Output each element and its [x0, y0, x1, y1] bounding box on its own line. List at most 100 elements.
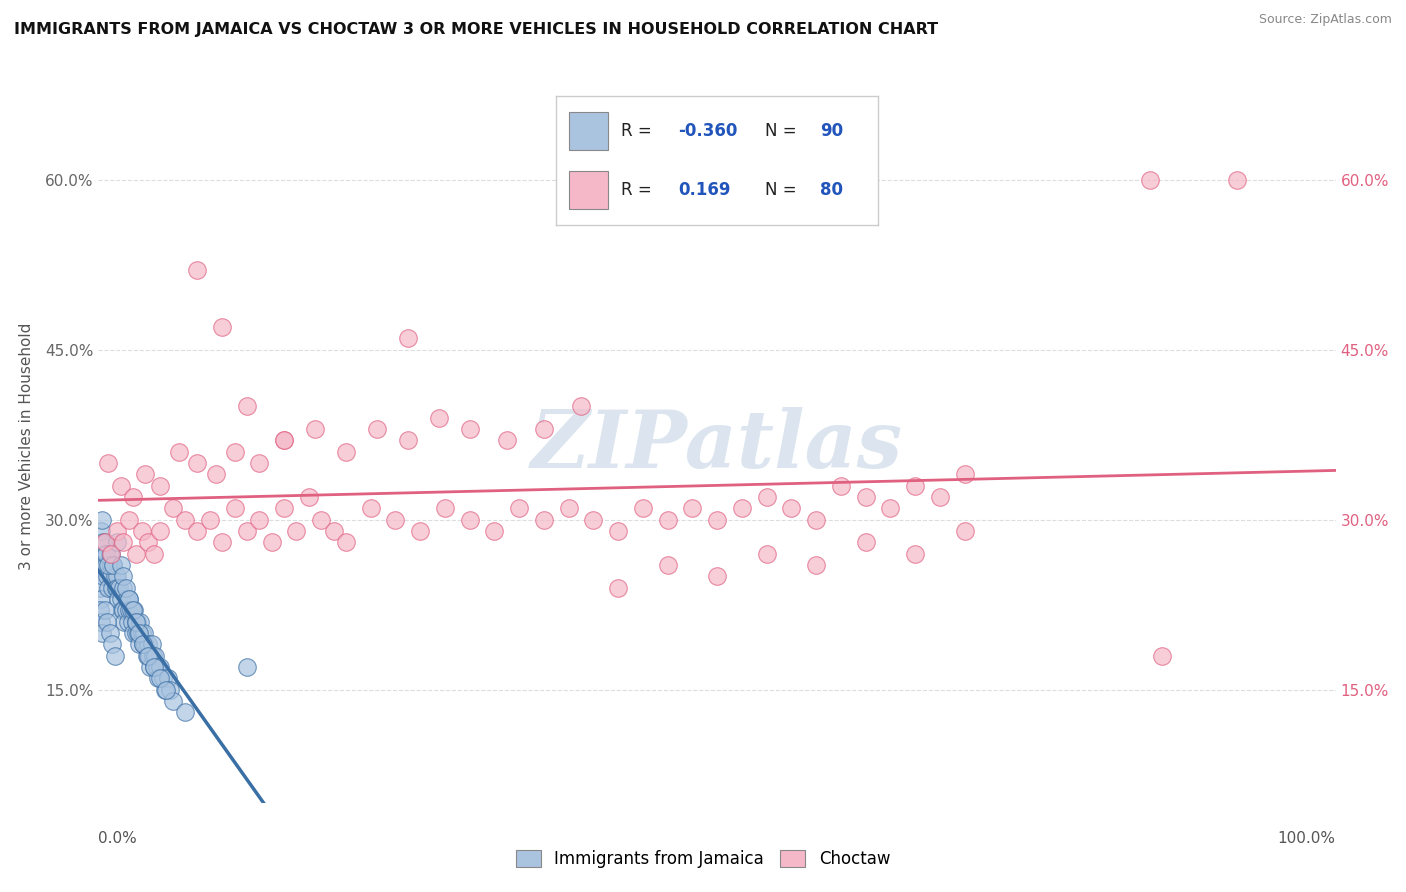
Point — [118, 603, 141, 617]
Point — [125, 615, 148, 629]
Point — [433, 501, 456, 516]
Point — [322, 524, 344, 538]
Text: ZIPatlas: ZIPatlas — [531, 408, 903, 484]
Text: Source: ZipAtlas.com: Source: ZipAtlas.com — [1258, 13, 1392, 27]
Point — [108, 581, 131, 595]
Point — [93, 535, 115, 549]
Point — [533, 422, 555, 436]
Point — [97, 558, 120, 572]
Point — [1226, 173, 1249, 187]
Point — [904, 478, 927, 492]
Point — [112, 603, 135, 617]
Point — [830, 478, 852, 492]
Point — [155, 682, 177, 697]
Point — [211, 320, 233, 334]
Point — [124, 615, 146, 629]
Point — [136, 648, 159, 663]
Point — [110, 478, 132, 492]
Point — [273, 434, 295, 448]
Point — [162, 694, 184, 708]
Point — [93, 603, 115, 617]
Point — [89, 581, 111, 595]
Point — [855, 535, 877, 549]
Point — [335, 535, 357, 549]
Point — [118, 591, 141, 606]
Point — [91, 626, 114, 640]
Point — [105, 524, 128, 538]
Point — [427, 410, 450, 425]
Point — [155, 682, 177, 697]
Point — [1139, 173, 1161, 187]
Point — [167, 444, 190, 458]
Point — [285, 524, 308, 538]
Point — [211, 535, 233, 549]
Point — [360, 501, 382, 516]
Point — [928, 490, 950, 504]
Point — [953, 524, 976, 538]
Point — [129, 615, 152, 629]
Point — [112, 569, 135, 583]
Point — [186, 524, 208, 538]
Point — [93, 547, 115, 561]
Point — [236, 400, 259, 414]
Point — [115, 591, 138, 606]
Text: 100.0%: 100.0% — [1278, 831, 1336, 847]
Point — [124, 547, 146, 561]
Point — [131, 524, 153, 538]
Point — [94, 558, 117, 572]
Point — [134, 637, 156, 651]
Point — [105, 535, 128, 549]
Point — [458, 422, 481, 436]
Y-axis label: 3 or more Vehicles in Household: 3 or more Vehicles in Household — [18, 322, 34, 570]
Point — [149, 524, 172, 538]
Point — [484, 524, 506, 538]
Point — [136, 637, 159, 651]
Point — [114, 581, 136, 595]
Point — [96, 615, 118, 629]
Point — [143, 660, 166, 674]
Point — [128, 637, 150, 651]
Point — [89, 603, 111, 617]
Point — [110, 591, 132, 606]
Point — [110, 558, 132, 572]
Point — [780, 501, 803, 516]
Text: IMMIGRANTS FROM JAMAICA VS CHOCTAW 3 OR MORE VEHICLES IN HOUSEHOLD CORRELATION C: IMMIGRANTS FROM JAMAICA VS CHOCTAW 3 OR … — [14, 22, 938, 37]
Point — [657, 558, 679, 572]
Point — [107, 591, 129, 606]
Point — [111, 603, 134, 617]
Point — [706, 513, 728, 527]
Point — [96, 569, 118, 583]
Point — [804, 513, 827, 527]
Point — [90, 524, 112, 538]
Point — [101, 637, 124, 651]
Point — [93, 535, 115, 549]
Point — [904, 547, 927, 561]
Point — [93, 569, 115, 583]
Point — [186, 263, 208, 277]
Text: 0.0%: 0.0% — [98, 831, 138, 847]
Point — [1152, 648, 1174, 663]
Point — [118, 513, 141, 527]
Point — [112, 535, 135, 549]
Point — [146, 671, 169, 685]
Point — [93, 535, 115, 549]
Point — [335, 444, 357, 458]
Point — [236, 660, 259, 674]
Point — [247, 456, 270, 470]
Point — [138, 648, 160, 663]
Point — [114, 603, 136, 617]
Point — [804, 558, 827, 572]
Point — [298, 490, 321, 504]
Point — [631, 501, 654, 516]
Point — [149, 478, 172, 492]
Point — [607, 581, 630, 595]
Point — [396, 331, 419, 345]
Point — [156, 671, 179, 685]
Point — [124, 603, 146, 617]
Point — [100, 547, 122, 561]
Point — [100, 547, 122, 561]
Legend: Immigrants from Jamaica, Choctaw: Immigrants from Jamaica, Choctaw — [509, 843, 897, 875]
Point — [508, 501, 530, 516]
Point — [755, 547, 778, 561]
Point — [117, 615, 139, 629]
